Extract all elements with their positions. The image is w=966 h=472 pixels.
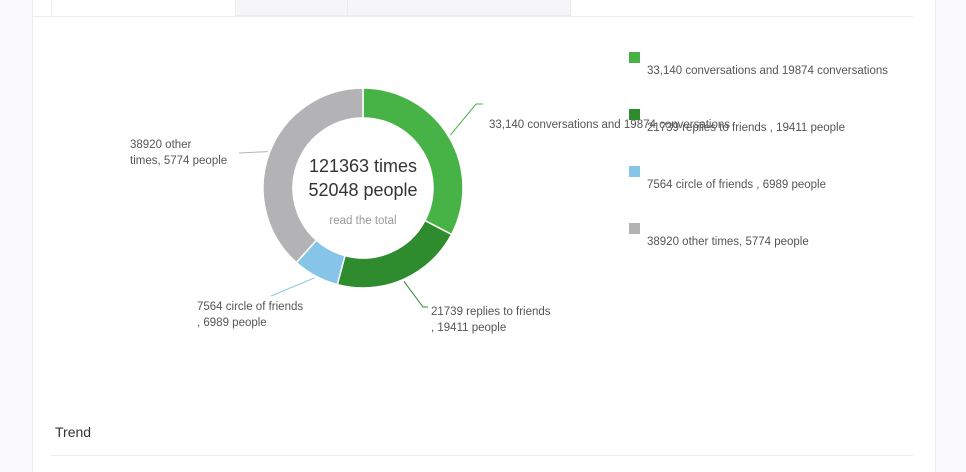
legend-swatch <box>629 166 640 177</box>
callout-label-4: times, 5774 people <box>130 155 227 167</box>
donut-slice-2[interactable] <box>336 219 453 289</box>
trend-title: Trend <box>55 424 92 440</box>
callout-line-1 <box>449 103 483 136</box>
callout-label-2: 21739 replies to friends <box>431 306 551 318</box>
distribution-card: 121363 times 52048 people read the total 33… <box>32 0 936 472</box>
tab-third[interactable] <box>347 0 571 16</box>
donut-slice-4[interactable] <box>262 87 364 264</box>
legend-label: 33,140 conversations and 19874 conversat… <box>647 65 889 77</box>
legend-label: 21739 replies to friends , 19411 people <box>647 122 845 134</box>
center-total-people: 52048 people <box>308 180 417 200</box>
legend-label: 7564 circle of friends , 6989 people <box>647 179 827 191</box>
legend-swatch <box>629 52 640 63</box>
trend-divider <box>51 455 913 456</box>
callout-line-3 <box>270 277 315 297</box>
donut-chart: 121363 times 52048 people read the total 33… <box>130 87 730 334</box>
tab-strip <box>33 0 913 17</box>
callout-line-2 <box>403 281 428 308</box>
legend-label: 38920 other times, 5774 people <box>647 236 809 248</box>
callout-label-3: , 6989 people <box>197 317 267 329</box>
callout-label-3: 7564 circle of friends <box>197 301 303 313</box>
callout-line-4 <box>238 151 268 154</box>
legend-swatch <box>629 223 640 234</box>
callout-label-4: 38920 other <box>130 139 192 151</box>
legend-swatch <box>629 109 640 120</box>
callout-label-1: 33,140 conversations and 19874 conversat… <box>489 119 730 131</box>
center-subtitle: read the total <box>329 215 396 227</box>
callout-label-2: , 19411 people <box>431 322 506 334</box>
center-total-times: 121363 times <box>309 156 417 176</box>
